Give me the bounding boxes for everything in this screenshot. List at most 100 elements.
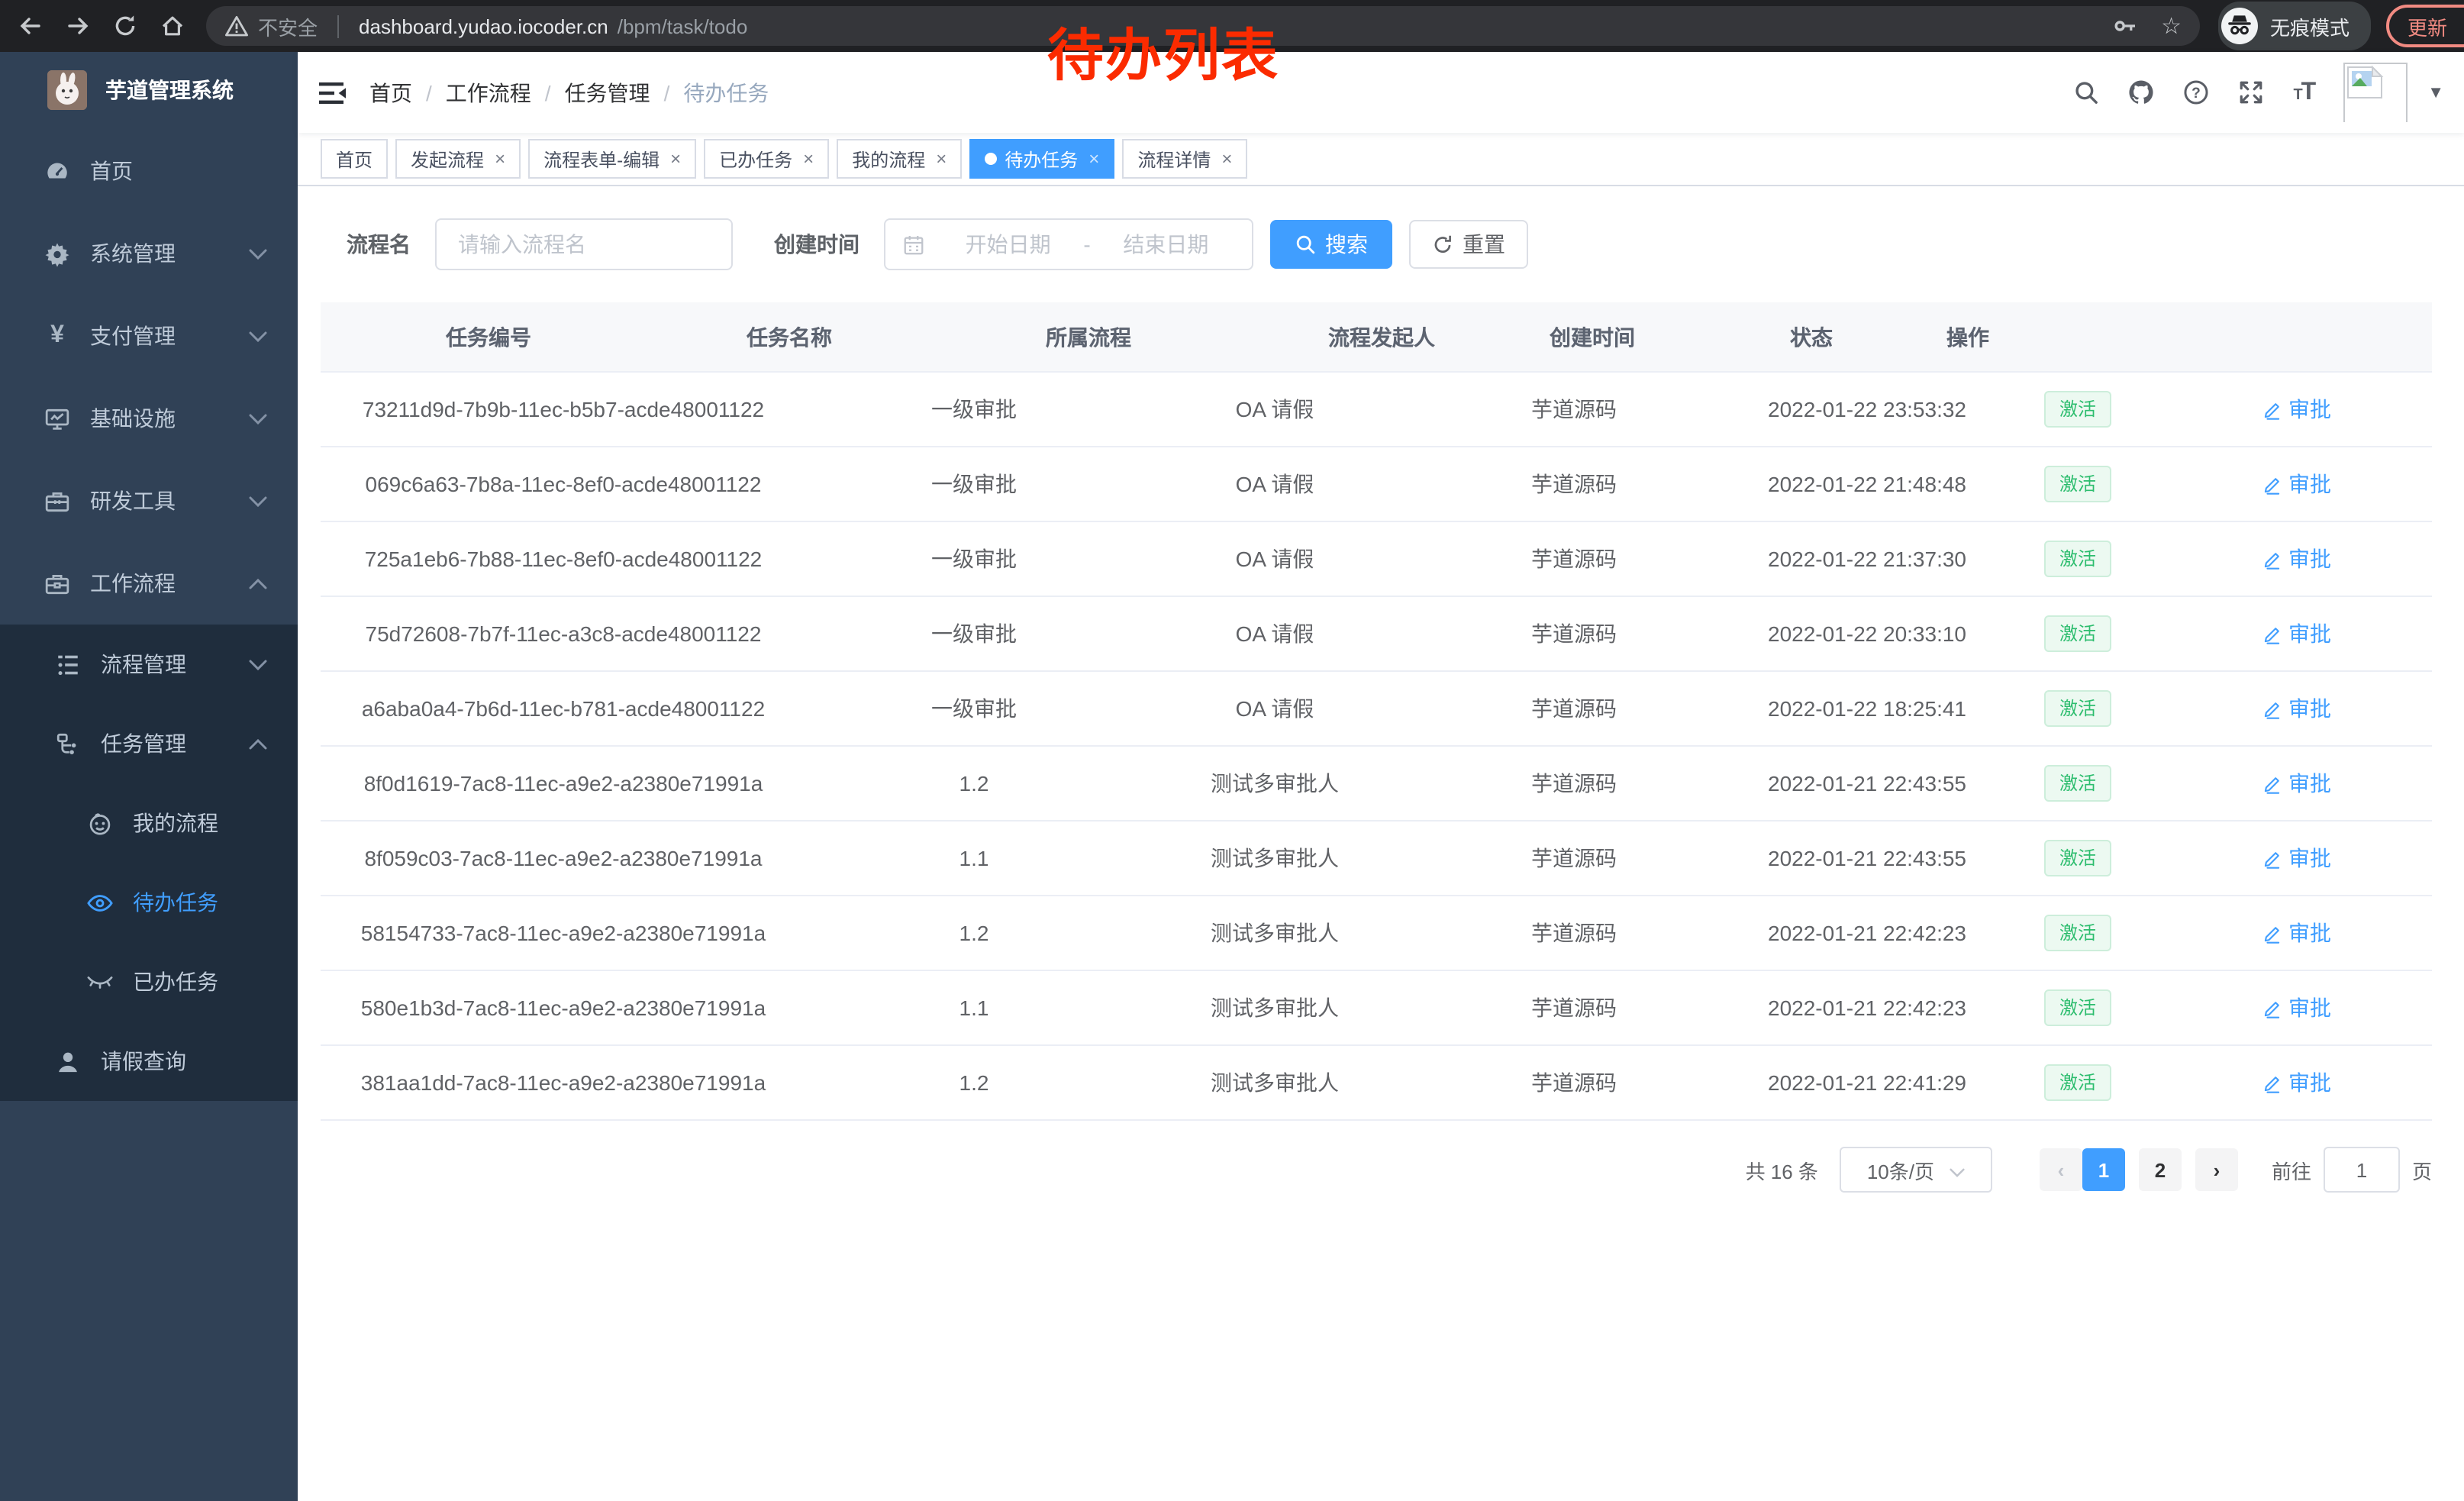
- edit-pen-icon: [2262, 474, 2282, 494]
- browser-update-button[interactable]: 更新 ⋮: [2386, 5, 2464, 47]
- tag-tab[interactable]: 流程表单-编辑 ×: [528, 139, 697, 179]
- security-label[interactable]: 不安全: [258, 16, 318, 39]
- tag-tab[interactable]: 我的流程 ×: [837, 139, 963, 179]
- home-icon[interactable]: [160, 14, 185, 38]
- warning-icon[interactable]: [224, 14, 249, 38]
- tab-close-icon[interactable]: ×: [495, 148, 506, 169]
- breadcrumb-item[interactable]: 任务管理: [564, 80, 650, 105]
- tab-close-icon[interactable]: ×: [936, 148, 947, 169]
- url-host[interactable]: dashboard.yudao.iocoder.cn: [359, 15, 608, 37]
- url-path[interactable]: /bpm/task/todo: [617, 15, 748, 37]
- sidebar-item[interactable]: 流程管理: [0, 625, 298, 704]
- reload-icon[interactable]: [113, 14, 137, 38]
- avatar[interactable]: [2343, 63, 2408, 122]
- font-size-icon[interactable]: TT: [2293, 79, 2316, 105]
- sidebar-item[interactable]: 首页: [0, 130, 298, 212]
- approve-link[interactable]: 审批: [2262, 693, 2331, 724]
- chevron-icon: [249, 578, 267, 589]
- approve-link[interactable]: 审批: [2262, 469, 2331, 499]
- app-logo: [47, 70, 87, 110]
- browser-menu-icon[interactable]: ⋮: [2458, 14, 2464, 38]
- start-date-placeholder[interactable]: 开始日期: [965, 232, 1051, 257]
- cell-process: OA 请假: [1235, 397, 1314, 421]
- tag-tab[interactable]: 流程详情 ×: [1122, 139, 1248, 179]
- approve-link[interactable]: 审批: [2262, 843, 2331, 873]
- tab-close-icon[interactable]: ×: [1088, 148, 1100, 169]
- navbar-actions: ? TT ▼: [2073, 63, 2464, 122]
- sidebar-item[interactable]: 研发工具: [0, 460, 298, 542]
- table-column-header: 操作: [1946, 324, 1989, 349]
- search-icon[interactable]: [2073, 79, 2099, 105]
- sidebar-item[interactable]: 基础设施: [0, 377, 298, 460]
- sidebar-item[interactable]: ¥ 支付管理: [0, 295, 298, 377]
- cell-process: OA 请假: [1235, 621, 1314, 646]
- status-badge: 激活: [2043, 466, 2111, 502]
- sidebar-item[interactable]: 请假查询: [0, 1022, 298, 1101]
- breadcrumb-item[interactable]: 工作流程: [445, 80, 531, 105]
- goto-page-input[interactable]: [2323, 1147, 2400, 1193]
- prev-page-button[interactable]: ‹: [2039, 1148, 2082, 1191]
- key-icon[interactable]: [2112, 14, 2137, 38]
- process-name-input[interactable]: [455, 231, 713, 258]
- breadcrumb-item[interactable]: 首页: [369, 80, 412, 105]
- cell-task-name: 一级审批: [931, 696, 1017, 721]
- cell-process: 测试多审批人: [1211, 921, 1339, 945]
- cell-task-id: 725a1eb6-7b88-11ec-8ef0-acde48001122: [364, 547, 763, 571]
- date-range-picker[interactable]: 开始日期 - 结束日期: [884, 218, 1253, 270]
- table-row: a6aba0a4-7b6d-11ec-b781-acde48001122 一级审…: [321, 672, 2432, 747]
- sidebar-item[interactable]: 系统管理: [0, 212, 298, 295]
- cell-process: 测试多审批人: [1211, 771, 1339, 796]
- address-bar[interactable]: 不安全 dashboard.yudao.iocoder.cn/bpm/task/…: [206, 6, 2200, 46]
- next-page-button[interactable]: ›: [2195, 1148, 2238, 1191]
- tag-tab[interactable]: 发起流程 ×: [395, 139, 521, 179]
- sidebar-item[interactable]: 待办任务: [0, 863, 298, 942]
- sidebar-item-label: 首页: [90, 159, 133, 183]
- page-number-button[interactable]: 2: [2138, 1148, 2182, 1191]
- back-icon[interactable]: [18, 14, 43, 38]
- breadcrumb-item[interactable]: 待办任务: [683, 80, 769, 105]
- tab-close-icon[interactable]: ×: [803, 148, 814, 169]
- tag-tab[interactable]: 待办任务 ×: [969, 139, 1115, 179]
- tag-tab-label: 发起流程: [411, 149, 485, 170]
- breadcrumb-separator: /: [544, 80, 551, 105]
- tab-close-icon[interactable]: ×: [1221, 148, 1233, 169]
- approve-link[interactable]: 审批: [2262, 544, 2331, 574]
- github-icon[interactable]: [2128, 79, 2154, 105]
- approve-link[interactable]: 审批: [2262, 394, 2331, 424]
- breadcrumb-separator: /: [426, 80, 432, 105]
- breadcrumb-separator: /: [663, 80, 670, 105]
- approve-link[interactable]: 审批: [2262, 768, 2331, 799]
- sidebar-item[interactable]: 任务管理: [0, 704, 298, 783]
- table-row: 73211d9d-7b9b-11ec-b5b7-acde48001122 一级审…: [321, 373, 2432, 447]
- sidebar-item[interactable]: 工作流程: [0, 542, 298, 625]
- avatar-caret-icon[interactable]: ▼: [2427, 83, 2444, 102]
- cell-starter: 芋道源码: [1531, 996, 1617, 1020]
- cell-task-name: 1.2: [959, 1070, 989, 1095]
- cell-task-id: a6aba0a4-7b6d-11ec-b781-acde48001122: [361, 696, 766, 721]
- forward-icon[interactable]: [66, 14, 90, 38]
- tag-tab[interactable]: 首页 ×: [321, 139, 389, 179]
- approve-link[interactable]: 审批: [2262, 1067, 2331, 1098]
- date-range-separator: -: [1083, 232, 1091, 257]
- cell-task-name: 一级审批: [931, 547, 1017, 571]
- tag-tab[interactable]: 已办任务 ×: [704, 139, 830, 179]
- approve-link[interactable]: 审批: [2262, 993, 2331, 1023]
- help-icon[interactable]: ?: [2183, 79, 2209, 105]
- page-size-select[interactable]: 10条/页: [1839, 1147, 1992, 1193]
- sidebar-collapse-icon[interactable]: [298, 80, 369, 105]
- bookmark-star-icon[interactable]: ☆: [2161, 14, 2182, 40]
- sidebar-item[interactable]: 我的流程: [0, 783, 298, 863]
- fullscreen-icon[interactable]: [2238, 79, 2264, 105]
- cell-starter: 芋道源码: [1531, 472, 1617, 496]
- sidebar-item-label: 研发工具: [90, 489, 176, 513]
- approve-link[interactable]: 审批: [2262, 618, 2331, 649]
- tags-view-bar: 首页 × 发起流程 × 流程表单-编辑 ×: [298, 133, 2464, 186]
- end-date-placeholder[interactable]: 结束日期: [1123, 232, 1209, 257]
- approve-link[interactable]: 审批: [2262, 918, 2331, 948]
- update-label[interactable]: 更新: [2408, 16, 2448, 39]
- reset-button[interactable]: 重置: [1409, 220, 1528, 269]
- tab-close-icon[interactable]: ×: [670, 148, 682, 169]
- search-button[interactable]: 搜索: [1270, 220, 1392, 269]
- page-number-button[interactable]: 1: [2082, 1148, 2125, 1191]
- sidebar-item[interactable]: 已办任务: [0, 942, 298, 1022]
